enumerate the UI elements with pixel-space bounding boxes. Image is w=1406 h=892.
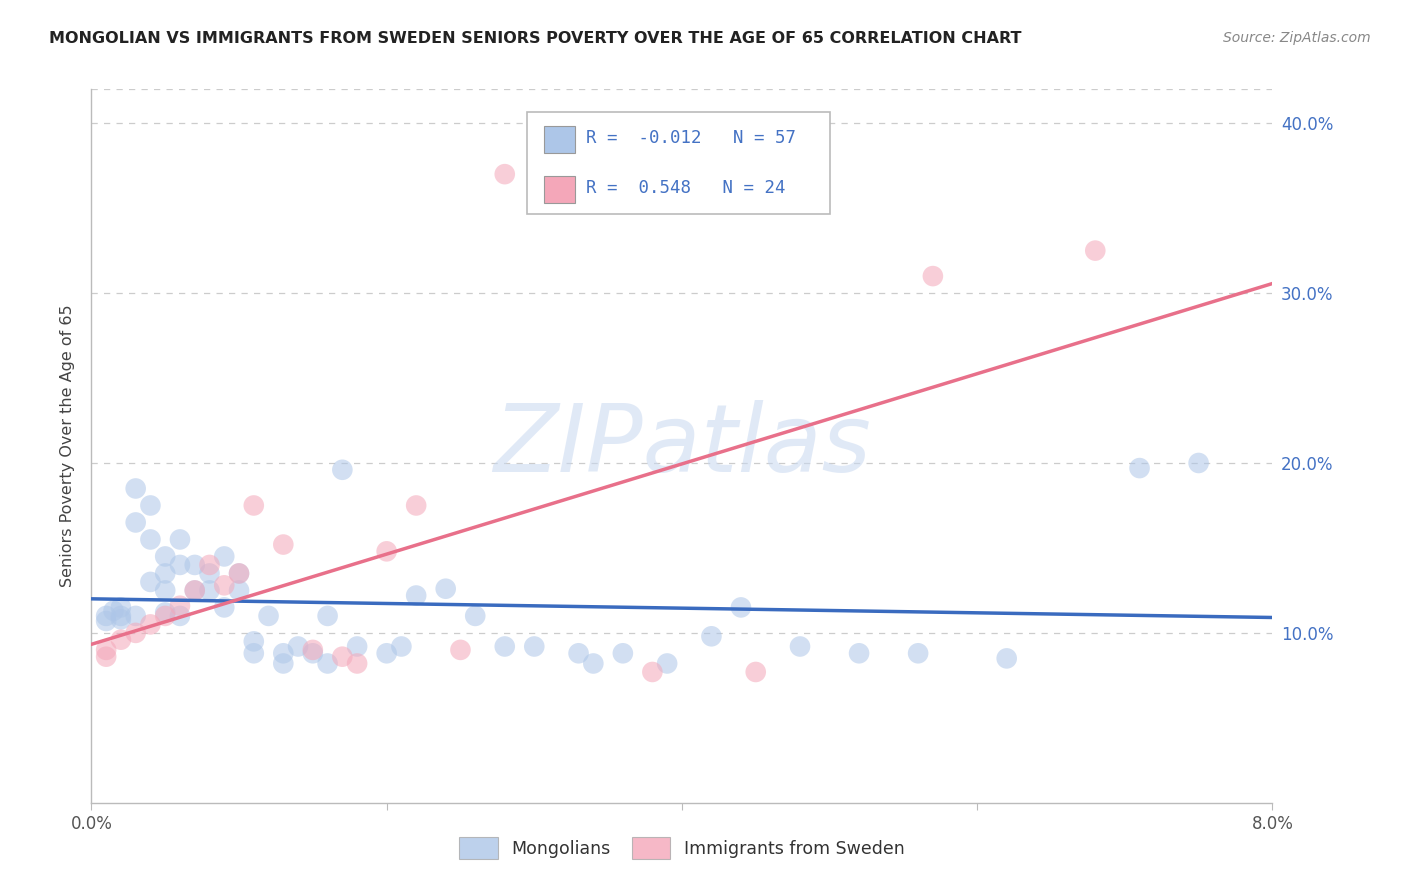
Point — [153, 583, 177, 598]
Point — [464, 608, 486, 623]
Point — [1187, 456, 1209, 470]
Point — [139, 617, 162, 632]
Point — [287, 640, 309, 654]
Point — [96, 608, 118, 623]
Point — [1129, 461, 1152, 475]
Point — [243, 499, 266, 513]
Point — [198, 566, 221, 581]
Point — [1084, 244, 1107, 258]
Point — [198, 558, 221, 572]
Text: MONGOLIAN VS IMMIGRANTS FROM SWEDEN SENIORS POVERTY OVER THE AGE OF 65 CORRELATI: MONGOLIAN VS IMMIGRANTS FROM SWEDEN SENI… — [49, 31, 1022, 46]
Point — [110, 600, 132, 615]
Point — [271, 646, 295, 660]
Point — [153, 606, 177, 620]
Point — [124, 626, 148, 640]
Point — [745, 665, 768, 679]
Point — [103, 604, 125, 618]
Legend: Mongolians, Immigrants from Sweden: Mongolians, Immigrants from Sweden — [453, 830, 911, 865]
Point — [124, 516, 148, 530]
Text: ZIPatlas: ZIPatlas — [494, 401, 870, 491]
Point — [183, 583, 207, 598]
Point — [612, 646, 634, 660]
Point — [214, 578, 236, 592]
Point — [375, 544, 398, 558]
Point — [228, 583, 250, 598]
Point — [271, 537, 295, 551]
Point — [153, 608, 177, 623]
Point — [243, 634, 266, 648]
Point — [346, 657, 368, 671]
Point — [214, 600, 236, 615]
Point — [214, 549, 236, 564]
Point — [169, 599, 191, 613]
Point — [110, 612, 132, 626]
Point — [730, 600, 752, 615]
Point — [789, 640, 811, 654]
Point — [332, 649, 354, 664]
Point — [228, 566, 250, 581]
Point — [907, 646, 929, 660]
Y-axis label: Seniors Poverty Over the Age of 65: Seniors Poverty Over the Age of 65 — [59, 305, 75, 587]
Point — [124, 608, 148, 623]
Point — [96, 614, 118, 628]
Point — [332, 463, 354, 477]
Point — [391, 640, 413, 654]
Point — [96, 649, 118, 664]
Point — [153, 566, 177, 581]
Point — [139, 499, 162, 513]
Point — [301, 646, 323, 660]
Point — [450, 643, 472, 657]
Point — [153, 549, 177, 564]
Point — [434, 582, 457, 596]
Point — [995, 651, 1018, 665]
Point — [523, 640, 546, 654]
Point — [139, 533, 162, 547]
Point — [124, 482, 148, 496]
Text: R =  -0.012   N = 57: R = -0.012 N = 57 — [586, 129, 796, 147]
Point — [568, 646, 591, 660]
Point — [96, 643, 118, 657]
Point — [110, 608, 132, 623]
Point — [257, 608, 280, 623]
Point — [316, 657, 339, 671]
Point — [922, 269, 945, 284]
Point — [271, 657, 295, 671]
Text: R =  0.548   N = 24: R = 0.548 N = 24 — [586, 179, 786, 197]
Point — [641, 665, 664, 679]
Point — [228, 566, 250, 581]
Point — [169, 533, 191, 547]
Point — [169, 558, 191, 572]
Text: Source: ZipAtlas.com: Source: ZipAtlas.com — [1223, 31, 1371, 45]
Point — [655, 657, 678, 671]
Point — [139, 574, 162, 589]
Point — [183, 583, 207, 598]
Point — [169, 608, 191, 623]
Point — [316, 608, 339, 623]
Point — [700, 629, 723, 643]
Point — [405, 589, 427, 603]
Point — [582, 657, 605, 671]
Point — [183, 558, 207, 572]
Point — [848, 646, 870, 660]
Point — [494, 640, 516, 654]
Point — [405, 499, 427, 513]
Point — [301, 643, 323, 657]
Point — [110, 632, 132, 647]
Point — [375, 646, 398, 660]
Point — [346, 640, 368, 654]
Point — [243, 646, 266, 660]
Point — [494, 167, 516, 181]
Point — [198, 583, 221, 598]
